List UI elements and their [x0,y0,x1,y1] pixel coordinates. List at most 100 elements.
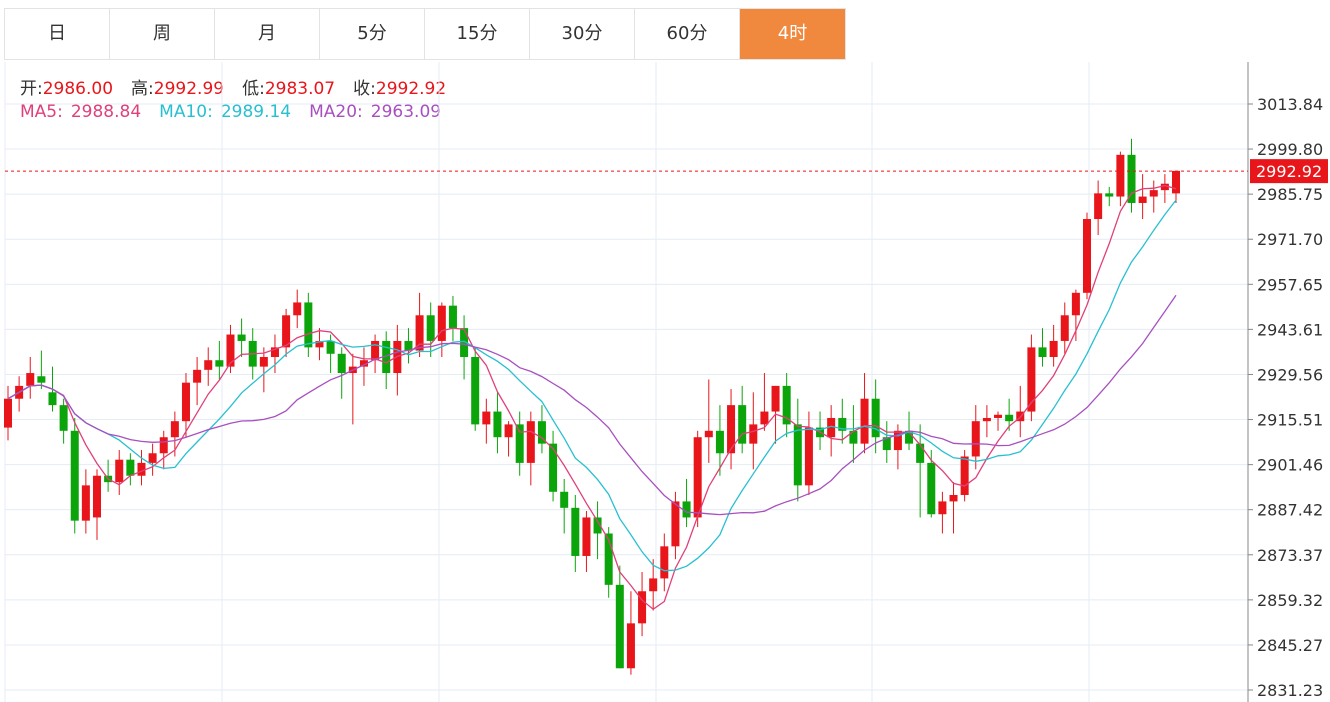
ma10-label: MA10: [159,102,213,122]
candle-body-54 [604,533,613,585]
candle-body-76 [849,430,858,444]
candle-body-50 [560,491,569,508]
candle-body-104 [1160,183,1169,191]
candle-body-74 [827,417,836,438]
candle-body-94 [1049,340,1058,357]
ma5-label: MA5: [20,102,63,122]
candle-body-101 [1127,154,1136,203]
ma-readout: MA5: 2988.84 MA10: 2989.14 MA20: 2963.09 [20,102,441,122]
candle-body-97 [1083,219,1092,293]
candle-body-14 [159,437,168,454]
y-tick-label-8: 2901.46 [1257,456,1323,475]
y-tick-label-12: 2845.27 [1257,636,1323,655]
ma20-line [7,294,1177,516]
ma5-value: 2988.84 [70,102,142,122]
candle-body-67 [749,424,758,444]
candle-body-26 [293,302,302,316]
candle-body-88 [982,417,991,422]
candle-body-84 [938,501,947,515]
candle-body-45 [504,424,513,438]
candle-body-10 [115,459,124,483]
candle-body-3 [37,376,46,383]
candle-body-60 [671,501,680,547]
y-tick-label-2: 2985.75 [1257,185,1323,204]
candle-body-46 [515,424,524,463]
tab-7[interactable]: 4时 [740,9,845,59]
candle-body-68 [760,411,769,425]
candle-body-0 [3,398,13,428]
candle-body-30 [337,353,346,374]
candle-body-70 [782,385,791,425]
candle-body-36 [404,340,413,351]
candle-body-96 [1071,292,1080,316]
close-value: 2992.92 [375,79,447,99]
candle-body-65 [727,405,736,454]
ma20-label: MA20: [309,102,363,122]
tab-2[interactable]: 月 [215,9,320,59]
candle-body-12 [137,462,146,476]
candle-body-44 [493,411,502,438]
candle-body-42 [471,356,480,425]
candle-body-81 [905,430,914,444]
candle-body-25 [282,315,291,348]
candle-body-89 [994,414,1003,418]
candle-body-38 [426,315,435,341]
ma20-value: 2963.09 [370,102,442,122]
y-tick-label-7: 2915.51 [1257,411,1323,430]
tab-5[interactable]: 30分 [530,9,635,59]
candle-body-2 [26,373,35,386]
candle-body-5 [59,405,68,431]
candle-body-16 [181,382,190,422]
open-label: 开: [20,79,43,99]
tab-1[interactable]: 周 [110,9,215,59]
candle-body-24 [270,347,279,357]
candle-body-77 [860,398,869,444]
candle-body-57 [638,591,647,624]
candle-body-4 [48,392,57,406]
y-tick-label-0: 3013.84 [1257,95,1323,114]
candle-body-85 [949,494,958,502]
candle-body-93 [1038,347,1047,357]
candle-body-41 [460,328,469,357]
candle-body-63 [704,430,713,438]
last-price-label: 2992.92 [1256,162,1322,181]
candle-body-7 [81,485,90,521]
ma5-line [7,184,1177,611]
candle-body-59 [660,546,669,579]
tab-3[interactable]: 5分 [320,9,425,59]
candle-body-53 [593,517,602,534]
candle-body-15 [170,421,179,438]
candle-body-49 [549,443,558,492]
candle-body-71 [793,424,802,486]
candle-body-72 [804,427,813,486]
candle-body-99 [1105,193,1114,197]
y-tick-label-9: 2887.42 [1257,501,1323,520]
last-price-tag [1250,159,1328,184]
y-tick-label-3: 2971.70 [1257,230,1323,249]
tab-0[interactable]: 日 [5,9,110,59]
candle-body-11 [126,459,135,476]
y-tick-label-1: 2999.80 [1257,140,1323,159]
tab-4[interactable]: 15分 [425,9,530,59]
candle-body-64 [715,430,724,454]
candle-body-103 [1149,190,1158,197]
open-value: 2986.00 [42,79,114,99]
candle-body-6 [70,430,79,521]
candle-body-56 [626,623,635,669]
tab-6[interactable]: 60分 [635,9,740,59]
candle-body-55 [615,584,624,669]
candle-body-13 [148,453,157,463]
candle-body-43 [482,411,491,425]
candle-body-21 [237,334,246,341]
low-label: 低: [242,79,265,99]
ma10-line [7,199,1177,572]
candle-body-33 [371,340,380,361]
candle-body-86 [960,456,969,495]
candle-body-39 [437,305,446,341]
candle-body-23 [259,356,268,367]
candle-body-62 [693,437,702,518]
candle-body-32 [359,360,368,367]
low-value: 2983.07 [264,79,336,99]
period-tabs: 日周月 5分 15分 30分 60分 4时 [4,8,846,60]
